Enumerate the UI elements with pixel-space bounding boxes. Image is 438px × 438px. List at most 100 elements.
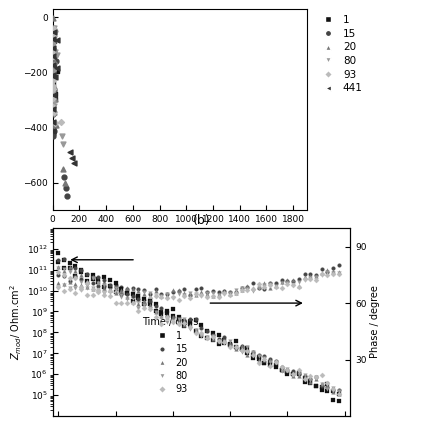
- Point: [101, 284, 108, 291]
- Point: [244, 350, 251, 357]
- Point: [209, 335, 216, 342]
- Point: [66, 275, 73, 282]
- Point: [53, 36, 60, 43]
- Point: [272, 283, 279, 290]
- Point: [89, 280, 96, 287]
- Point: [49, 52, 56, 59]
- Point: [261, 360, 268, 367]
- Point: [318, 382, 325, 389]
- Point: [192, 290, 199, 297]
- Point: [324, 383, 331, 390]
- Point: [124, 300, 131, 307]
- Point: [95, 279, 102, 286]
- Point: [232, 343, 239, 350]
- Point: [49, 46, 57, 53]
- Point: [244, 286, 251, 293]
- Point: [49, 70, 57, 77]
- Point: [290, 282, 297, 289]
- Point: [78, 272, 85, 279]
- Point: [141, 301, 148, 308]
- Point: [52, 57, 59, 64]
- Point: [255, 356, 262, 363]
- Point: [52, 96, 59, 103]
- Point: [49, 56, 57, 63]
- Point: [135, 294, 142, 301]
- Point: [261, 283, 268, 290]
- Point: [313, 373, 320, 380]
- Point: [301, 271, 308, 278]
- Point: [152, 301, 159, 308]
- Point: [66, 265, 73, 272]
- Point: [66, 284, 73, 291]
- Point: [278, 364, 285, 371]
- Point: [181, 290, 188, 297]
- Point: [232, 289, 239, 296]
- Point: [226, 291, 233, 298]
- Point: [238, 346, 245, 353]
- Point: [60, 282, 67, 289]
- Point: [101, 291, 108, 298]
- Point: [118, 289, 125, 296]
- Point: [187, 318, 194, 325]
- Point: [267, 362, 274, 369]
- Point: [295, 275, 302, 282]
- Point: [64, 193, 71, 200]
- Point: [226, 340, 233, 347]
- Point: [66, 264, 73, 271]
- Point: [175, 287, 182, 294]
- Point: [226, 342, 233, 349]
- Point: [187, 315, 194, 322]
- Point: [198, 330, 205, 337]
- Point: [50, 119, 57, 126]
- Point: [66, 279, 73, 286]
- Point: [49, 77, 56, 84]
- Point: [112, 283, 119, 290]
- Point: [152, 292, 159, 299]
- Point: [49, 72, 56, 79]
- Point: [330, 387, 337, 394]
- Point: [49, 133, 57, 140]
- Point: [307, 379, 314, 386]
- Point: [83, 277, 90, 284]
- Point: [255, 357, 262, 364]
- Point: [261, 355, 268, 362]
- Point: [272, 364, 279, 371]
- Point: [192, 315, 199, 322]
- Point: [278, 279, 285, 286]
- Point: [112, 289, 119, 296]
- Point: [232, 345, 239, 352]
- Point: [330, 271, 337, 278]
- Point: [50, 49, 57, 56]
- Point: [129, 299, 136, 306]
- Point: [60, 264, 67, 271]
- Point: [164, 319, 171, 326]
- Point: [181, 286, 188, 293]
- Point: [124, 291, 131, 298]
- Point: [49, 14, 56, 21]
- Point: [336, 390, 343, 397]
- Point: [250, 349, 257, 356]
- Point: [226, 290, 233, 297]
- Point: [290, 371, 297, 378]
- Point: [95, 286, 102, 293]
- Point: [95, 279, 102, 286]
- Point: [49, 85, 56, 92]
- Point: [146, 300, 153, 307]
- Point: [72, 280, 79, 287]
- Point: [192, 291, 199, 298]
- Point: [49, 94, 57, 101]
- Point: [52, 49, 59, 56]
- Point: [129, 285, 136, 292]
- Point: [221, 334, 228, 341]
- Point: [301, 375, 308, 382]
- Point: [261, 282, 268, 289]
- Point: [141, 296, 148, 303]
- Point: [49, 127, 56, 134]
- Point: [95, 289, 102, 296]
- Point: [330, 387, 337, 394]
- Point: [124, 289, 131, 296]
- Point: [330, 385, 337, 392]
- Point: [324, 387, 331, 394]
- Point: [55, 279, 62, 286]
- Point: [290, 371, 297, 378]
